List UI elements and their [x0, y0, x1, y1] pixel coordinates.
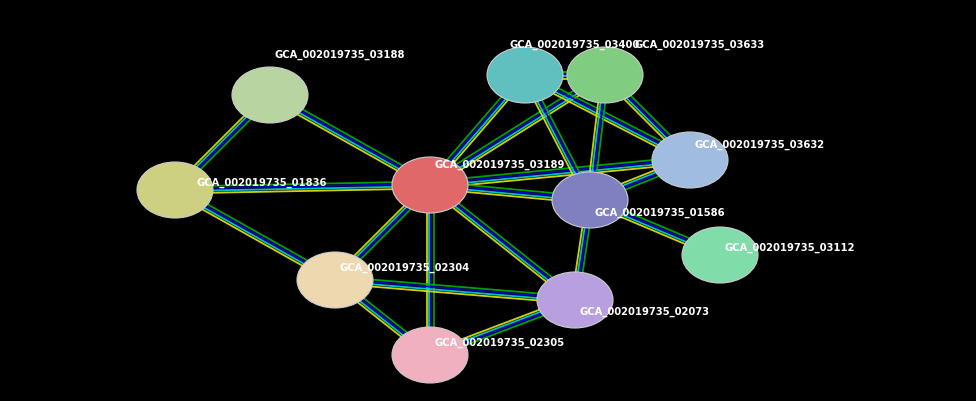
Text: GCA_002019735_02305: GCA_002019735_02305 — [435, 338, 565, 348]
Ellipse shape — [232, 67, 308, 123]
Text: GCA_002019735_02304: GCA_002019735_02304 — [340, 263, 470, 273]
Text: GCA_002019735_01836: GCA_002019735_01836 — [197, 178, 327, 188]
Ellipse shape — [137, 162, 213, 218]
Ellipse shape — [487, 47, 563, 103]
Text: GCA_002019735_03400: GCA_002019735_03400 — [509, 40, 640, 50]
Text: GCA_002019735_03188: GCA_002019735_03188 — [275, 50, 405, 60]
Text: GCA_002019735_03632: GCA_002019735_03632 — [695, 140, 825, 150]
Text: GCA_002019735_03189: GCA_002019735_03189 — [435, 160, 565, 170]
Ellipse shape — [682, 227, 758, 283]
Ellipse shape — [392, 157, 468, 213]
Text: GCA_002019735_01586: GCA_002019735_01586 — [594, 208, 725, 218]
Text: GCA_002019735_03633: GCA_002019735_03633 — [635, 40, 765, 50]
Ellipse shape — [652, 132, 728, 188]
Ellipse shape — [552, 172, 628, 228]
Ellipse shape — [537, 272, 613, 328]
Text: GCA_002019735_02073: GCA_002019735_02073 — [580, 307, 710, 317]
Text: GCA_002019735_03112: GCA_002019735_03112 — [725, 243, 855, 253]
Ellipse shape — [567, 47, 643, 103]
Ellipse shape — [392, 327, 468, 383]
Ellipse shape — [297, 252, 373, 308]
